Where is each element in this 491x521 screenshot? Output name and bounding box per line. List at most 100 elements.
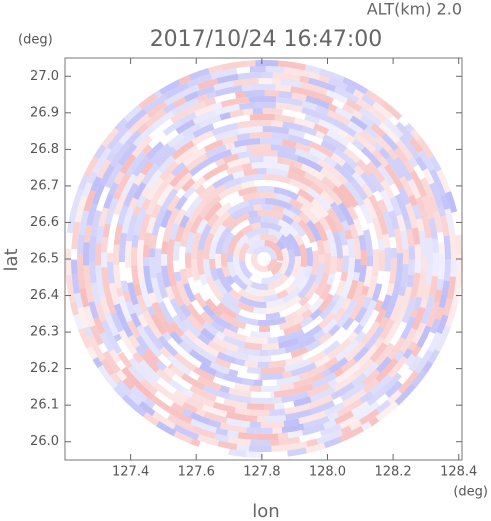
radar-cell bbox=[283, 248, 295, 278]
radar-cell bbox=[403, 219, 412, 230]
radar-cell bbox=[309, 141, 334, 159]
radar-cell bbox=[190, 392, 216, 408]
radar-cell bbox=[299, 204, 319, 225]
radar-cell bbox=[298, 335, 317, 349]
radar-cell bbox=[145, 216, 157, 234]
radar-cell bbox=[160, 188, 179, 211]
radar-cell bbox=[271, 78, 281, 85]
radar-cell bbox=[145, 177, 164, 201]
radar-cell bbox=[79, 287, 90, 308]
radar-cell bbox=[399, 286, 413, 312]
radar-cell bbox=[244, 89, 265, 98]
radar-cell bbox=[277, 328, 305, 343]
radar-cell bbox=[250, 439, 271, 446]
radar-cell bbox=[219, 111, 232, 121]
radar-cell bbox=[202, 232, 215, 260]
radar-cell bbox=[160, 209, 173, 229]
radar-cell bbox=[248, 156, 264, 164]
radar-cell bbox=[327, 411, 340, 422]
radar-cell bbox=[225, 411, 247, 421]
radar-cell bbox=[318, 74, 331, 84]
radar-cell bbox=[451, 280, 462, 307]
radar-cell bbox=[326, 109, 351, 127]
radar-cell bbox=[329, 192, 343, 206]
radar-cell bbox=[233, 244, 242, 258]
radar-cell bbox=[296, 275, 310, 291]
radar-cell bbox=[323, 436, 342, 449]
radar-cell bbox=[219, 296, 242, 315]
radar-cell bbox=[162, 331, 172, 342]
radar-cell bbox=[441, 280, 450, 295]
radar-cell bbox=[224, 141, 236, 151]
radar-cell bbox=[422, 282, 432, 301]
radar-cell bbox=[260, 273, 272, 275]
radar-cell bbox=[119, 153, 137, 175]
radar-cell bbox=[260, 366, 286, 375]
radar-cell bbox=[287, 429, 304, 439]
radar-cell bbox=[333, 307, 347, 323]
radar-cell bbox=[278, 90, 293, 99]
radar-cell bbox=[276, 193, 292, 204]
radar-cell bbox=[264, 90, 280, 97]
radar-cell bbox=[343, 147, 361, 164]
radar-cell bbox=[138, 279, 153, 308]
radar-cell bbox=[128, 268, 130, 283]
radar-cell bbox=[78, 210, 90, 236]
radar-cell bbox=[156, 421, 177, 437]
radar-cell bbox=[159, 79, 181, 96]
radar-cell bbox=[379, 189, 395, 213]
radar-cell bbox=[415, 156, 428, 172]
radar-cell bbox=[318, 331, 333, 345]
radar-cell bbox=[319, 68, 345, 83]
radar-cell bbox=[294, 117, 316, 130]
radar-cell bbox=[289, 204, 303, 217]
radar-cell bbox=[261, 385, 280, 393]
radar-cell bbox=[201, 404, 228, 418]
radar-cell bbox=[192, 110, 216, 125]
radar-cell bbox=[95, 303, 107, 323]
radar-cell bbox=[104, 292, 117, 315]
radar-cell bbox=[181, 122, 202, 138]
radar-cell bbox=[213, 122, 226, 126]
radar-cell bbox=[356, 159, 373, 176]
radar-cell bbox=[118, 130, 133, 146]
radar-cell bbox=[290, 362, 317, 377]
radar-cell bbox=[189, 412, 211, 425]
radar-cell bbox=[186, 73, 213, 88]
radar-cell bbox=[110, 312, 124, 333]
radar-cell bbox=[70, 302, 79, 316]
radar-cell bbox=[295, 302, 312, 317]
radar-cell bbox=[404, 122, 415, 133]
radar-cell bbox=[299, 75, 310, 84]
y-tick-label: 26.4 bbox=[30, 288, 59, 303]
radar-cell bbox=[150, 379, 170, 397]
radar-cell bbox=[173, 389, 189, 403]
radar-cell bbox=[381, 101, 403, 121]
radar-cell bbox=[151, 301, 167, 324]
radar-cell bbox=[273, 387, 300, 398]
radar-cell bbox=[218, 450, 229, 452]
radar-cell bbox=[304, 113, 321, 125]
y-tick-label: 26.1 bbox=[30, 398, 59, 413]
radar-cell bbox=[221, 134, 238, 145]
radar-cell bbox=[319, 190, 335, 206]
radar-cell bbox=[117, 204, 129, 226]
radar-cell bbox=[184, 329, 198, 342]
radar-cell bbox=[212, 173, 235, 190]
radar-cell bbox=[113, 192, 128, 216]
radar-cell bbox=[101, 127, 120, 148]
radar-cell bbox=[439, 215, 450, 237]
radar-cell bbox=[221, 215, 235, 228]
radar-cell bbox=[87, 334, 106, 362]
radar-cell bbox=[437, 253, 445, 280]
radar-cell bbox=[445, 304, 458, 328]
radar-cell bbox=[253, 204, 262, 211]
radar-cell bbox=[200, 184, 227, 207]
radar-cell bbox=[202, 304, 216, 318]
radar-cell bbox=[287, 134, 312, 147]
radar-cell bbox=[241, 378, 254, 386]
radar-cell bbox=[136, 294, 148, 313]
radar-cell bbox=[270, 144, 297, 155]
radar-cell bbox=[228, 436, 251, 446]
radar-cell bbox=[138, 92, 158, 110]
